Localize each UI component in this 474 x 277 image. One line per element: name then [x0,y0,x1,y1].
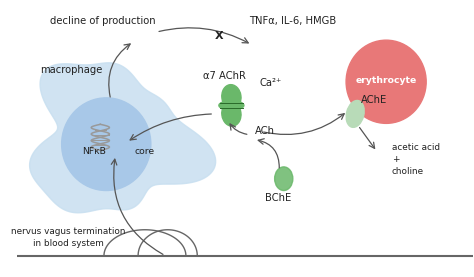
Text: X: X [214,31,223,41]
Text: macrophage: macrophage [40,65,103,75]
Ellipse shape [346,101,364,127]
Text: erythrocyte: erythrocyte [356,76,417,85]
Text: acetic acid
+
choline: acetic acid + choline [392,143,439,176]
Text: TNFα, IL-6, HMGB: TNFα, IL-6, HMGB [249,16,337,26]
Ellipse shape [274,167,293,191]
Ellipse shape [222,85,241,109]
Text: α7 AChR: α7 AChR [203,71,246,81]
Ellipse shape [222,102,241,126]
Text: nervus vagus termination
in blood system: nervus vagus termination in blood system [11,227,126,248]
Ellipse shape [219,101,244,110]
Text: core: core [135,147,155,156]
Polygon shape [29,63,216,213]
Text: ACh: ACh [255,126,275,136]
Circle shape [62,98,151,191]
Text: Ca²⁺: Ca²⁺ [260,78,282,88]
Text: NFκB: NFκB [82,147,106,156]
Circle shape [346,40,426,123]
Text: decline of production: decline of production [50,16,156,26]
Text: AChE: AChE [361,95,387,105]
Text: BChE: BChE [264,193,291,202]
